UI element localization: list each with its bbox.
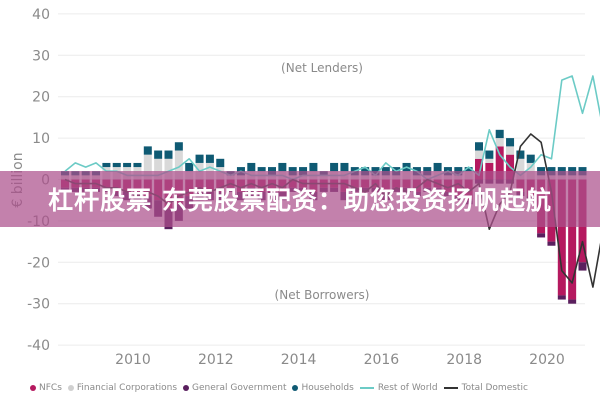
bar-segment	[485, 150, 494, 159]
bar-segment	[568, 179, 577, 300]
y-tick-label: -40	[27, 338, 50, 354]
y-tick-label: -30	[27, 297, 50, 313]
bar-segment	[495, 138, 504, 147]
bar-segment	[475, 158, 483, 180]
bar-segment	[154, 158, 163, 180]
bar-segment	[330, 162, 339, 172]
bar-segment	[433, 162, 442, 172]
legend-line-icon	[443, 387, 458, 389]
bar-segment	[143, 154, 152, 180]
bar-segment	[164, 158, 173, 180]
bar-segment	[154, 150, 163, 159]
x-tick-label: 2014	[281, 352, 317, 368]
x-tick-label: 2010	[115, 352, 151, 368]
bar-segment	[174, 150, 183, 180]
bar-segment	[112, 162, 121, 168]
y-tick-label: 30	[32, 48, 50, 64]
bar-segment	[506, 138, 515, 147]
bar-segment	[475, 150, 483, 159]
bar-segment	[578, 262, 587, 271]
bar-segment	[164, 150, 173, 159]
bar-segment	[475, 142, 483, 151]
bar-segment	[216, 158, 225, 168]
bar-segment	[506, 146, 515, 155]
bar-segment	[257, 167, 266, 172]
bar-segment	[174, 142, 183, 151]
bar-segment	[537, 233, 546, 238]
bar-segment	[526, 154, 535, 163]
x-tick-label: 2020	[529, 352, 565, 368]
legend-dot-icon	[67, 385, 74, 391]
overlay-banner: 杠杆股票 东莞股票配资：助您投资扬帆起航	[0, 171, 600, 227]
x-tick-label: 2012	[198, 352, 234, 368]
y-tick-label: 10	[32, 131, 50, 147]
bar-segment	[464, 167, 473, 172]
legend-dot-icon	[30, 385, 36, 391]
bar-segment	[123, 162, 132, 168]
banner-text: 杠杆股票 东莞股票配资：助您投资扬帆起航	[48, 186, 552, 215]
bar-segment	[309, 162, 318, 172]
legend-item-nfcs[interactable]: NFCs	[30, 383, 62, 393]
bar-segment	[557, 295, 566, 300]
x-tick-label: 2018	[446, 352, 482, 368]
bar-segment	[568, 299, 577, 304]
bar-segment	[143, 146, 152, 155]
legend-item-financial-corporations[interactable]: Financial Corporations	[67, 383, 178, 393]
net-borrowers-annotation: (Net Borrowers)	[275, 288, 370, 302]
legend-label: Total Domestic	[461, 383, 528, 393]
legend: NFCs Financial Corporations General Govern…	[30, 380, 600, 396]
bar-segment	[195, 154, 204, 163]
legend-line-icon	[359, 387, 374, 389]
bar-segment	[516, 158, 525, 180]
legend-label: Financial Corporations	[76, 383, 178, 393]
bar-segment	[485, 158, 494, 163]
y-tick-label: 40	[32, 7, 50, 23]
legend-item-households[interactable]: Households	[292, 383, 354, 393]
legend-item-total-domestic[interactable]: Total Domestic	[443, 383, 528, 393]
y-tick-label: -20	[27, 255, 50, 271]
legend-item-general-government[interactable]: General Government	[183, 383, 286, 393]
legend-dot-icon	[292, 385, 299, 391]
bar-segment	[516, 150, 525, 159]
legend-label: NFCs	[39, 383, 62, 393]
bar-segment	[205, 154, 214, 163]
bar-segment	[133, 162, 142, 168]
y-tick-label: 20	[32, 90, 50, 106]
legend-item-rest-of-world[interactable]: Rest of World	[359, 383, 438, 393]
bar-segment	[495, 146, 504, 180]
bar-segment	[495, 129, 504, 139]
legend-label: Rest of World	[377, 383, 438, 393]
x-tick-label: 2016	[364, 352, 400, 368]
legend-dot-icon	[183, 385, 190, 391]
bar-segment	[278, 162, 287, 172]
legend-label: Households	[301, 383, 354, 393]
bar-segment	[102, 162, 111, 168]
bar-segment	[247, 162, 256, 172]
bar-segment	[547, 241, 556, 246]
x-axis-ticks: 2010 2012 2014 2016 2018 2020	[115, 352, 565, 368]
bar-segment	[557, 179, 566, 296]
bar-segment	[340, 162, 349, 172]
legend-label: General Government	[192, 383, 287, 393]
net-lenders-annotation: (Net Lenders)	[281, 61, 363, 75]
bar-segment	[185, 162, 194, 172]
